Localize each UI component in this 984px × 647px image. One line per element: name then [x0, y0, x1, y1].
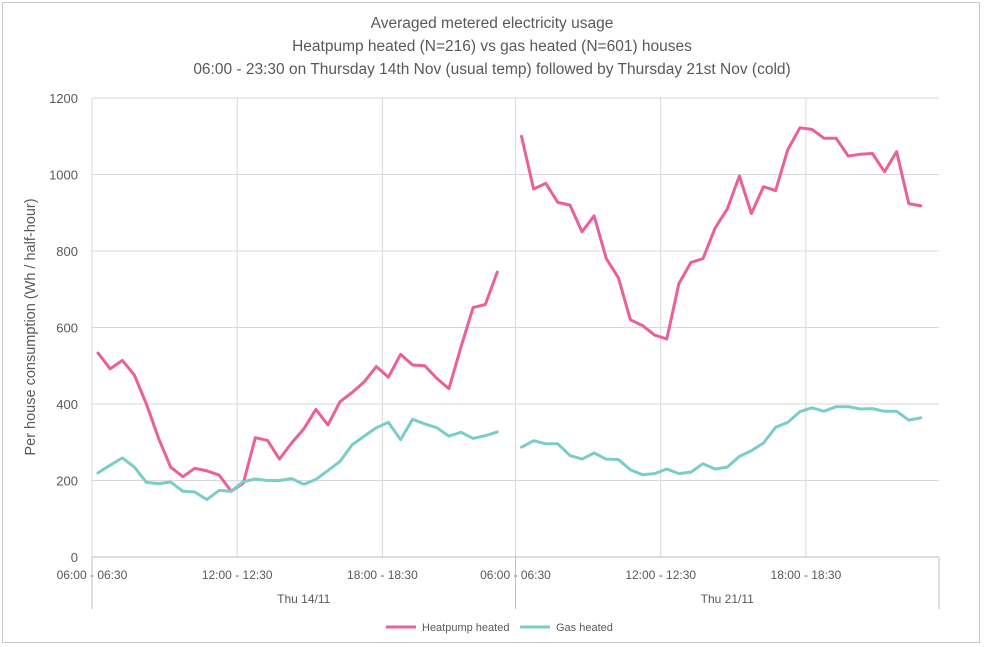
legend: Heatpump heated Gas heated [386, 622, 613, 634]
legend-label: Heatpump heated [422, 622, 509, 634]
series-line-heatpump-heated [520, 126, 923, 341]
series-line-heatpump-heated [96, 270, 499, 493]
series-line-gas-heated [520, 405, 923, 477]
y-tick-label: 0 [71, 550, 78, 565]
series-lines [96, 126, 923, 502]
x-group-label: Thu 14/11 [277, 592, 330, 606]
series-line-gas-heated [96, 417, 499, 502]
y-tick-label: 400 [56, 397, 78, 412]
x-tick-label: 18:00 - 18:30 [771, 568, 842, 582]
y-tick-label: 1200 [49, 91, 78, 106]
chart-title: Averaged metered electricity usage Heatp… [193, 15, 790, 78]
y-axis-ticks: 0 200 400 600 800 1000 1200 [49, 91, 78, 565]
gridlines [91, 97, 939, 557]
x-tick-label: 12:00 - 12:30 [202, 568, 273, 582]
chart-title-line-3: 06:00 - 23:30 on Thursday 14th Nov (usua… [193, 61, 790, 78]
y-tick-label: 1000 [49, 168, 78, 183]
x-tick-label: 18:00 - 18:30 [347, 568, 418, 582]
y-tick-label: 800 [56, 244, 78, 259]
x-tick-label: 12:00 - 12:30 [625, 568, 696, 582]
chart-title-line-1: Averaged metered electricity usage [371, 15, 614, 32]
chart-title-line-2: Heatpump heated (N=216) vs gas heated (N… [292, 38, 692, 55]
x-axis: 06:00 - 06:30 12:00 - 12:30 18:00 - 18:30T… [57, 556, 940, 609]
x-group-label: Thu 21/11 [701, 592, 754, 606]
y-tick-label: 600 [56, 321, 78, 336]
y-tick-label: 200 [56, 474, 78, 489]
legend-label: Gas heated [556, 622, 613, 634]
y-axis-title: Per house consumption (Wh / half-hour) [23, 198, 39, 455]
